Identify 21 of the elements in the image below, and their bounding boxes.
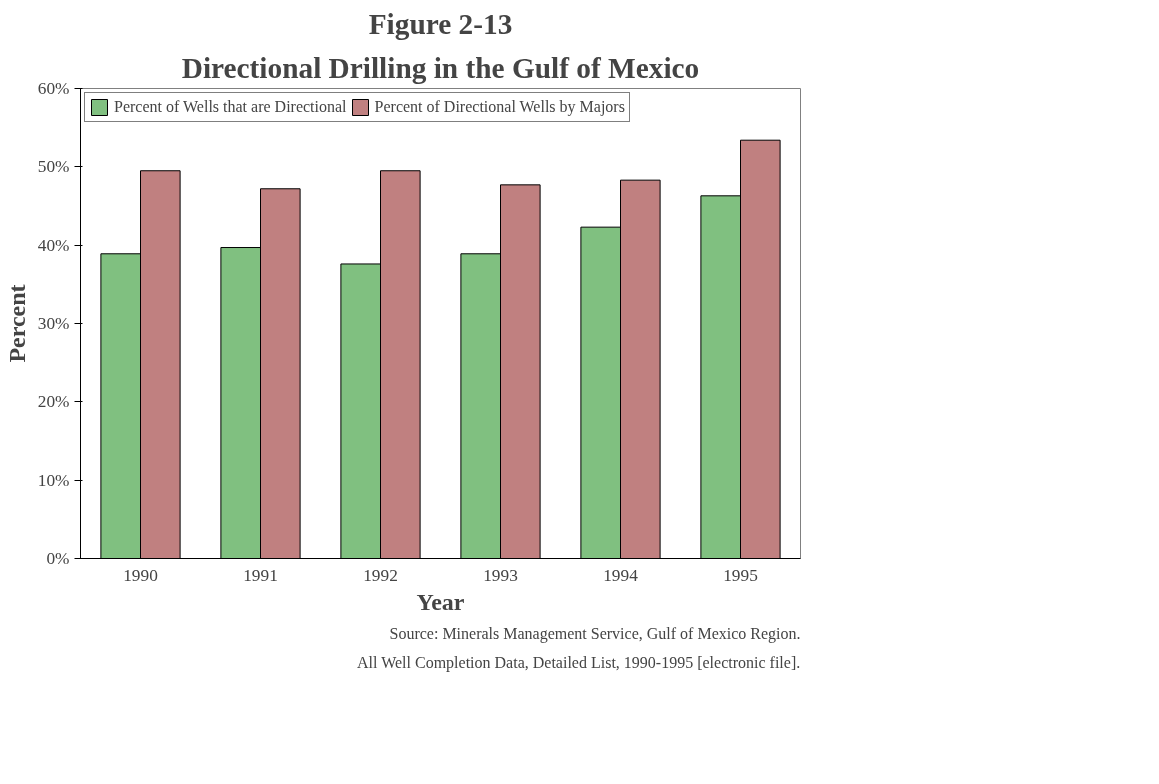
y-tick-label: 50% xyxy=(37,157,70,177)
y-tick-label: 40% xyxy=(37,235,70,255)
x-tick-label: 1994 xyxy=(603,565,639,585)
chart-title: Figure 2-13 xyxy=(368,7,513,40)
x-tick-label: 1990 xyxy=(123,565,158,585)
y-tick-label: 10% xyxy=(37,470,70,490)
y-tick-label: 30% xyxy=(37,314,70,333)
y-tick-label: 20% xyxy=(37,392,70,412)
x-tick-label: 1993 xyxy=(483,565,518,585)
x-tick-label: 1995 xyxy=(723,565,758,585)
text: All Well Completion Data, Detailed List, 1990-1995 [electronic file]. xyxy=(357,653,801,672)
y-tick-label: 60% xyxy=(37,79,70,98)
x-tick-label: 1992 xyxy=(363,565,398,585)
x-tick-label: 1991 xyxy=(243,565,278,585)
source-note: Source: Minerals Management Service, Gulf of Mexico Region. xyxy=(389,624,801,643)
y-tick-label: 0% xyxy=(46,549,70,568)
legend-label: Percent of Directional Wells by Majors xyxy=(374,98,625,116)
y-axis-title: Percent xyxy=(3,284,30,363)
chart-subtitle: Directional Drilling in the Gulf of Mexico xyxy=(181,51,700,84)
legend-label: Percent of Wells that are Directional xyxy=(114,98,347,116)
x-axis-title: Year xyxy=(416,588,465,615)
